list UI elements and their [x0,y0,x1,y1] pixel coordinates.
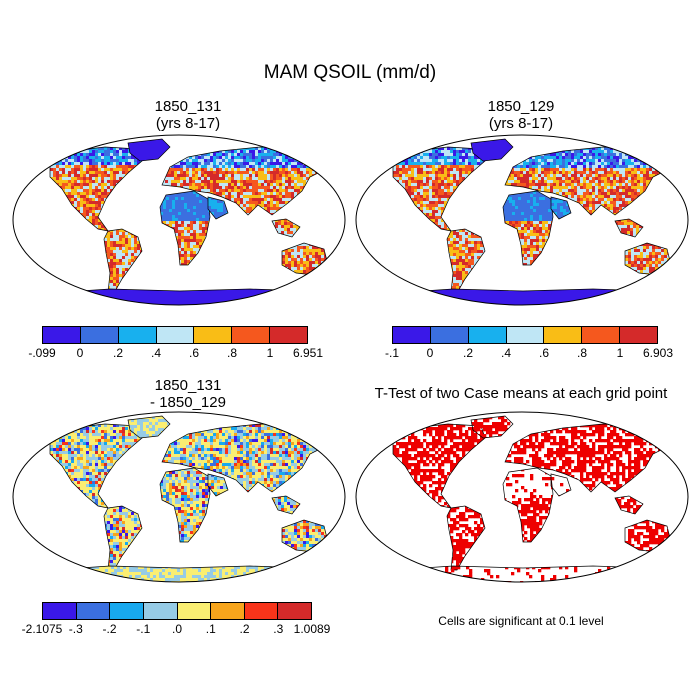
panel-title-line2: (yrs 8-17) [488,115,554,132]
colorbar-swatch [544,327,583,343]
colorbar-swatch [118,327,157,343]
colorbar-swatch [393,327,431,343]
colorbar-tick-label: 1.0089 [293,622,331,636]
colorbar-tick-label: 1 [616,346,624,360]
panel-title-bottom-right: T-Test of two Case means at each grid po… [351,385,691,402]
map-border [355,134,689,306]
colorbar-tick-label: .3 [273,622,284,636]
map-bottom-left [12,411,346,583]
map-top-left [12,134,346,306]
panel-title-top-left: 1850_131 (yrs 8-17) [18,98,358,132]
colorbar-tick-label: .8 [576,346,588,360]
map-bottom-right [355,411,689,583]
colorbar-tick-label: .2 [239,622,250,636]
colorbar-swatch [468,327,507,343]
colorbar-tick-label: -.2 [102,622,117,636]
figure-title: MAM QSOIL (mm/d) [263,62,437,83]
colorbar-top-right [392,326,658,344]
panel-title-line1: T-Test of two Case means at each grid po… [374,385,668,402]
colorbar-tick-label: -2.1075 [21,622,63,636]
map-border [12,134,346,306]
colorbar-swatch [430,327,469,343]
colorbar-swatch [232,327,271,343]
colorbar-tick-label: -.3 [68,622,83,636]
map-border [12,411,346,583]
panel-title-line1: 1850_131 [154,377,222,394]
colorbar-top-left [42,326,308,344]
colorbar-swatch [110,603,144,619]
colorbar-swatch [43,327,81,343]
colorbar-tick-label: 0 [76,346,84,360]
colorbar-tick-label: .4 [500,346,512,360]
colorbar-swatch [582,327,621,343]
antarctica-land [24,289,340,305]
colorbar-tick-label: -.1 [136,622,151,636]
colorbar-swatch [270,327,308,343]
panel-title-line2: (yrs 8-17) [155,115,221,132]
colorbar-tick-label: 6.903 [642,346,674,360]
colorbar-tick-label: 1 [266,346,274,360]
colorbar-swatch [76,603,111,619]
panel-title-bottom-left: 1850_131 - 1850_129 [18,377,358,411]
colorbar-swatch [211,603,245,619]
colorbar-swatch [620,327,658,343]
colorbar-swatch [80,327,119,343]
colorbar-tick-label: 0 [426,346,434,360]
colorbar-swatch [278,603,311,619]
colorbar-tick-label: .8 [226,346,238,360]
map-border [355,411,689,583]
panel-title-line2: - 1850_129 [150,394,226,411]
colorbar-tick-label: -.099 [28,346,56,360]
colorbar-swatch [244,603,279,619]
colorbar-tick-label: .2 [112,346,124,360]
colorbar-swatch [143,603,178,619]
colorbar-tick-label: .6 [538,346,550,360]
panel-title-line1: 1850_129 [487,98,555,115]
panel-title-line1: 1850_131 [154,98,222,115]
colorbar-swatch [194,327,233,343]
colorbar-bottom-left [42,602,312,620]
antarctica-land [367,289,683,305]
significance-note: Cells are significant at 0.1 level [438,614,604,628]
colorbar-swatch [156,327,195,343]
colorbar-tick-label: .4 [150,346,162,360]
antarctica-land [24,566,340,582]
colorbar-tick-label: .2 [462,346,474,360]
colorbar-swatch [43,603,77,619]
colorbar-tick-label: .0 [171,622,183,636]
colorbar-tick-label: -.1 [384,346,400,360]
colorbar-swatch [506,327,545,343]
map-top-right [355,134,689,306]
panel-title-top-right: 1850_129 (yrs 8-17) [351,98,691,132]
colorbar-tick-label: .1 [205,622,216,636]
colorbar-tick-label: .6 [188,346,200,360]
colorbar-tick-label: 6.951 [292,346,324,360]
colorbar-swatch [177,603,212,619]
